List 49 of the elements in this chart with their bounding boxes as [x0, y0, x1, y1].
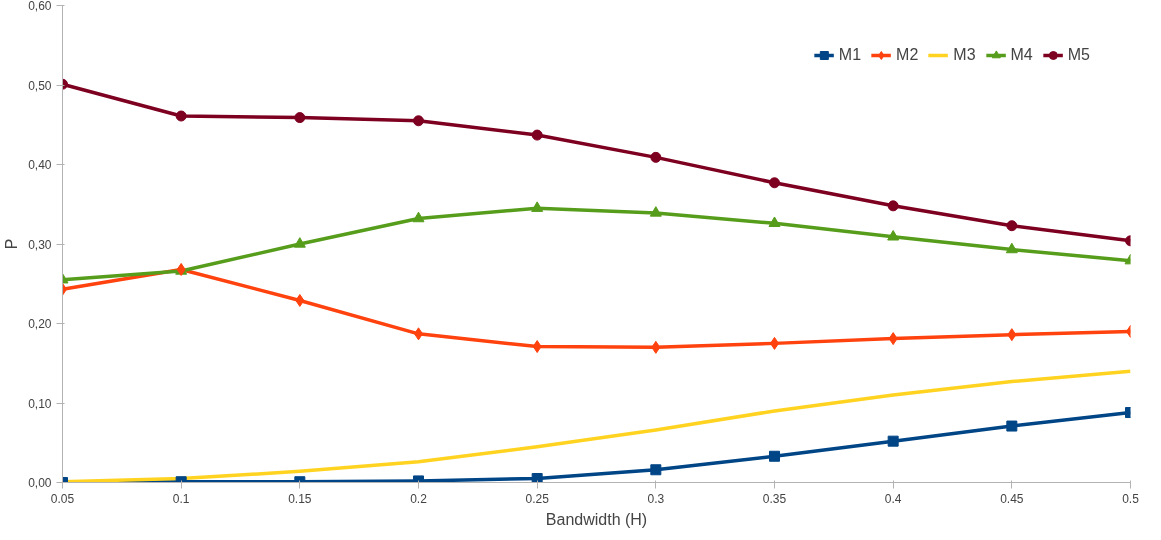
point — [531, 201, 544, 212]
point — [1006, 420, 1018, 432]
point — [531, 473, 543, 483]
point — [295, 293, 305, 307]
point — [293, 237, 306, 248]
x-tick-label: 0.25 — [525, 491, 550, 506]
point — [768, 216, 781, 228]
point — [175, 110, 187, 122]
point — [650, 151, 662, 163]
y-tick-label: 0,50 — [28, 78, 52, 93]
point — [769, 450, 780, 462]
y-tick-label: 0,10 — [28, 396, 52, 411]
point — [651, 340, 661, 354]
point — [1005, 242, 1018, 254]
point — [532, 340, 542, 354]
y-tick-label: 0,60 — [28, 0, 52, 13]
legend-label: M1 — [838, 46, 862, 64]
legend-label: M2 — [896, 46, 919, 64]
point — [650, 464, 662, 476]
point — [1007, 328, 1017, 342]
point — [887, 229, 900, 241]
x-tick-label: 0.1 — [172, 491, 190, 506]
y-tick-label: 0,20 — [28, 317, 52, 331]
x-tick-label: 0.15 — [288, 491, 312, 506]
x-axis-title: Bandwidth (H) — [545, 510, 648, 528]
x-tick-label: 0.5 — [1122, 491, 1140, 506]
x-tick-label: 0.4 — [884, 491, 902, 506]
legend-label: M5 — [1067, 46, 1090, 64]
point — [531, 129, 543, 141]
x-tick-label: 0.2 — [410, 491, 428, 506]
point — [887, 435, 899, 447]
y-tick-label: 0,30 — [28, 237, 52, 252]
legend-label: M3 — [953, 46, 976, 64]
point — [413, 115, 424, 127]
x-tick-label: 0.45 — [1000, 491, 1024, 506]
y-tick-label: 0,40 — [28, 158, 52, 172]
x-tick-label: 0.35 — [762, 491, 787, 506]
y-axis-title: P — [3, 238, 21, 250]
point — [769, 177, 780, 189]
x-tick-label: 0.05 — [50, 491, 75, 506]
y-tick-label: 0,00 — [28, 476, 52, 490]
point — [888, 332, 898, 346]
point — [412, 211, 425, 223]
point — [294, 112, 306, 124]
x-tick-label: 0.3 — [647, 491, 665, 506]
point — [887, 200, 899, 212]
point — [649, 206, 662, 217]
point — [1006, 220, 1018, 232]
legend-label: M4 — [1010, 46, 1033, 64]
